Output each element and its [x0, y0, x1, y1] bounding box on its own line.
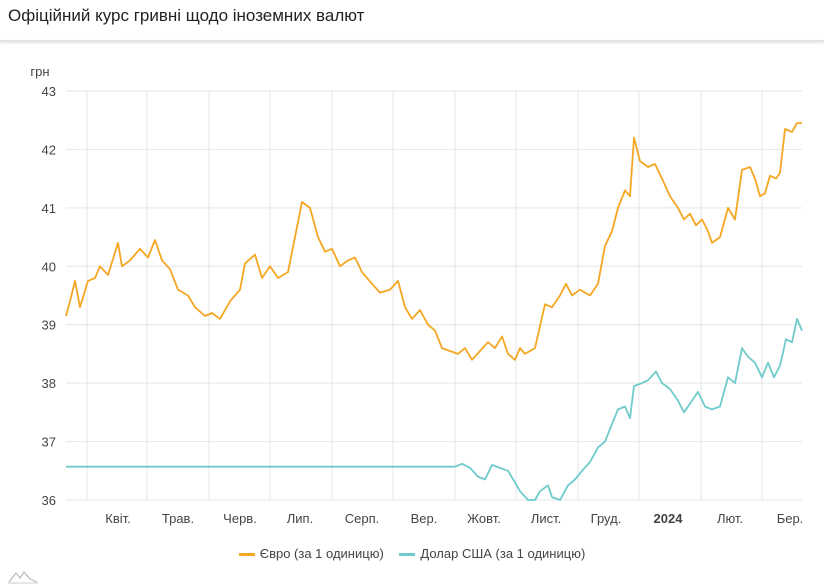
y-tick-label: 38: [42, 376, 56, 391]
header-divider: [0, 40, 824, 42]
y-tick-label: 36: [42, 493, 56, 508]
x-tick-label: Лип.: [287, 511, 313, 526]
x-tick-label: Черв.: [223, 511, 257, 526]
legend-label: Євро (за 1 одиницю): [259, 546, 384, 561]
series-line-euro: [65, 122, 802, 361]
x-tick-label: Бер.: [777, 511, 804, 526]
x-tick-label: Трав.: [162, 511, 194, 526]
legend-swatch: [399, 553, 416, 557]
series-line-usd: [66, 318, 803, 501]
y-tick-label: 40: [42, 259, 56, 274]
legend-swatch: [238, 553, 255, 557]
legend-item-usd[interactable]: Долар США (за 1 одиницю): [399, 546, 585, 561]
y-tick-label: 42: [42, 142, 56, 157]
y-axis-label: грн: [30, 64, 49, 79]
y-tick-label: 37: [42, 435, 56, 450]
x-tick-label: Груд.: [591, 511, 622, 526]
mountain-logo-icon: [8, 571, 38, 584]
x-tick-label: Лют.: [717, 511, 743, 526]
y-tick-label: 41: [42, 201, 56, 216]
legend: Євро (за 1 одиницю) Долар США (за 1 один…: [0, 546, 824, 561]
y-tick-label: 39: [42, 318, 56, 333]
legend-label: Долар США (за 1 одиницю): [420, 546, 586, 561]
x-tick-label: Жовт.: [467, 511, 501, 526]
x-tick-label: 2024: [654, 511, 684, 526]
x-tick-label: Лист.: [531, 511, 561, 526]
x-tick-label: Серп.: [345, 511, 380, 526]
legend-item-euro[interactable]: Євро (за 1 одиницю): [238, 546, 384, 561]
x-tick-label: Вер.: [411, 511, 438, 526]
y-tick-label: 43: [42, 84, 56, 99]
page-title: Офіційний курс гривні щодо іноземних вал…: [8, 6, 365, 25]
x-tick-label: Квіт.: [105, 511, 131, 526]
